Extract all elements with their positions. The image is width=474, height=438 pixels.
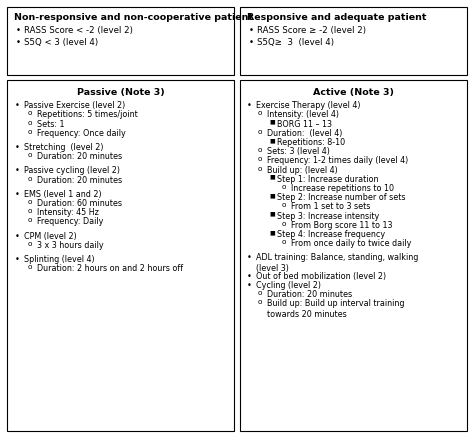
Text: Duration: 20 minutes: Duration: 20 minutes (37, 176, 122, 184)
Text: •: • (247, 254, 252, 262)
Bar (7, 80, 234, 431)
Text: Out of bed mobilization (level 2): Out of bed mobilization (level 2) (256, 272, 386, 281)
Text: o: o (28, 120, 33, 126)
Text: ADL training: Balance, standing, walking
(level 3): ADL training: Balance, standing, walking… (256, 254, 419, 273)
Text: •: • (15, 232, 20, 240)
Text: •: • (16, 38, 21, 47)
Text: •: • (247, 101, 252, 110)
Text: S5Q≥  3  (level 4): S5Q≥ 3 (level 4) (257, 38, 334, 47)
Text: Frequency: Once daily: Frequency: Once daily (37, 129, 126, 138)
Text: •: • (15, 143, 20, 152)
Text: o: o (28, 199, 33, 205)
Text: o: o (28, 264, 33, 270)
Bar (240, 7, 467, 75)
Text: Step 2: Increase number of sets: Step 2: Increase number of sets (277, 193, 405, 202)
Text: BORG 11 – 13: BORG 11 – 13 (277, 120, 332, 129)
Text: Sets: 1: Sets: 1 (37, 120, 64, 129)
Text: From 1 set to 3 sets: From 1 set to 3 sets (291, 202, 370, 212)
Text: •: • (15, 190, 20, 199)
Text: Passive Exercise (level 2): Passive Exercise (level 2) (24, 101, 125, 110)
Text: o: o (28, 241, 33, 247)
Text: Step 1: Increase duration: Step 1: Increase duration (277, 175, 379, 184)
Text: Intensity: 45 Hz: Intensity: 45 Hz (37, 208, 99, 217)
Text: Build up: (level 4): Build up: (level 4) (267, 166, 338, 175)
Text: RASS Score < -2 (level 2): RASS Score < -2 (level 2) (24, 26, 133, 35)
Text: Repetitions: 8-10: Repetitions: 8-10 (277, 138, 345, 147)
Text: •: • (15, 166, 20, 175)
Text: Duration: 2 hours on and 2 hours off: Duration: 2 hours on and 2 hours off (37, 264, 183, 273)
Text: o: o (258, 129, 263, 135)
Text: o: o (258, 110, 263, 117)
Text: •: • (249, 38, 254, 47)
Text: ■: ■ (269, 120, 274, 124)
Text: •: • (15, 255, 20, 264)
Text: Duration:  (level 4): Duration: (level 4) (267, 129, 342, 138)
Text: ■: ■ (269, 230, 274, 235)
Text: 3 x 3 hours daily: 3 x 3 hours daily (37, 241, 104, 250)
Text: Passive cycling (level 2): Passive cycling (level 2) (24, 166, 120, 175)
Text: Duration: 20 minutes: Duration: 20 minutes (37, 152, 122, 161)
Text: o: o (258, 166, 263, 172)
Text: •: • (249, 26, 254, 35)
Text: o: o (28, 217, 33, 223)
Text: ■: ■ (269, 175, 274, 180)
Text: Cycling (level 2): Cycling (level 2) (256, 281, 321, 290)
Text: o: o (28, 208, 33, 214)
Text: o: o (28, 176, 33, 182)
Text: ■: ■ (269, 138, 274, 143)
Text: o: o (258, 290, 263, 296)
Text: o: o (258, 300, 263, 305)
Text: ■: ■ (269, 193, 274, 198)
Text: Active (Note 3): Active (Note 3) (313, 88, 394, 97)
Text: From once daily to twice daily: From once daily to twice daily (291, 239, 411, 248)
Text: o: o (282, 184, 286, 190)
Text: Frequency: Daily: Frequency: Daily (37, 217, 103, 226)
Text: From Borg score 11 to 13: From Borg score 11 to 13 (291, 221, 392, 230)
Text: Exercise Therapy (level 4): Exercise Therapy (level 4) (256, 101, 361, 110)
Text: ■: ■ (269, 212, 274, 217)
Text: o: o (28, 110, 33, 117)
Text: o: o (282, 239, 286, 245)
Text: Passive (Note 3): Passive (Note 3) (77, 88, 164, 97)
Text: Increase repetitions to 10: Increase repetitions to 10 (291, 184, 394, 193)
Text: Frequency: 1-2 times daily (level 4): Frequency: 1-2 times daily (level 4) (267, 156, 408, 166)
Text: Repetitions: 5 times/joint: Repetitions: 5 times/joint (37, 110, 138, 120)
Text: Step 3: Increase intensity: Step 3: Increase intensity (277, 212, 379, 221)
Text: Sets: 3 (level 4): Sets: 3 (level 4) (267, 147, 330, 156)
Text: o: o (28, 129, 33, 135)
Text: Responsive and adequate patient: Responsive and adequate patient (247, 13, 427, 22)
Text: •: • (247, 281, 252, 290)
Text: Splinting (level 4): Splinting (level 4) (24, 255, 95, 264)
Text: Duration: 60 minutes: Duration: 60 minutes (37, 199, 122, 208)
Text: Duration: 20 minutes: Duration: 20 minutes (267, 290, 352, 299)
Text: Non-responsive and non-cooperative patient: Non-responsive and non-cooperative patie… (14, 13, 253, 22)
Text: Step 4: Increase frequency: Step 4: Increase frequency (277, 230, 385, 239)
Text: o: o (282, 221, 286, 227)
Text: o: o (258, 147, 263, 153)
Text: •: • (15, 101, 20, 110)
Text: CPM (level 2): CPM (level 2) (24, 232, 77, 240)
Text: Build up: Build up interval training
towards 20 minutes: Build up: Build up interval training tow… (267, 300, 404, 319)
Bar (7, 7, 234, 75)
Text: •: • (247, 272, 252, 281)
Text: Intensity: (level 4): Intensity: (level 4) (267, 110, 339, 120)
Text: EMS (level 1 and 2): EMS (level 1 and 2) (24, 190, 101, 199)
Bar (240, 80, 467, 431)
Text: •: • (16, 26, 21, 35)
Text: o: o (28, 152, 33, 158)
Text: Stretching  (level 2): Stretching (level 2) (24, 143, 103, 152)
Text: RASS Score ≥ -2 (level 2): RASS Score ≥ -2 (level 2) (257, 26, 366, 35)
Text: S5Q < 3 (level 4): S5Q < 3 (level 4) (24, 38, 98, 47)
Text: o: o (258, 156, 263, 162)
Text: o: o (282, 202, 286, 208)
